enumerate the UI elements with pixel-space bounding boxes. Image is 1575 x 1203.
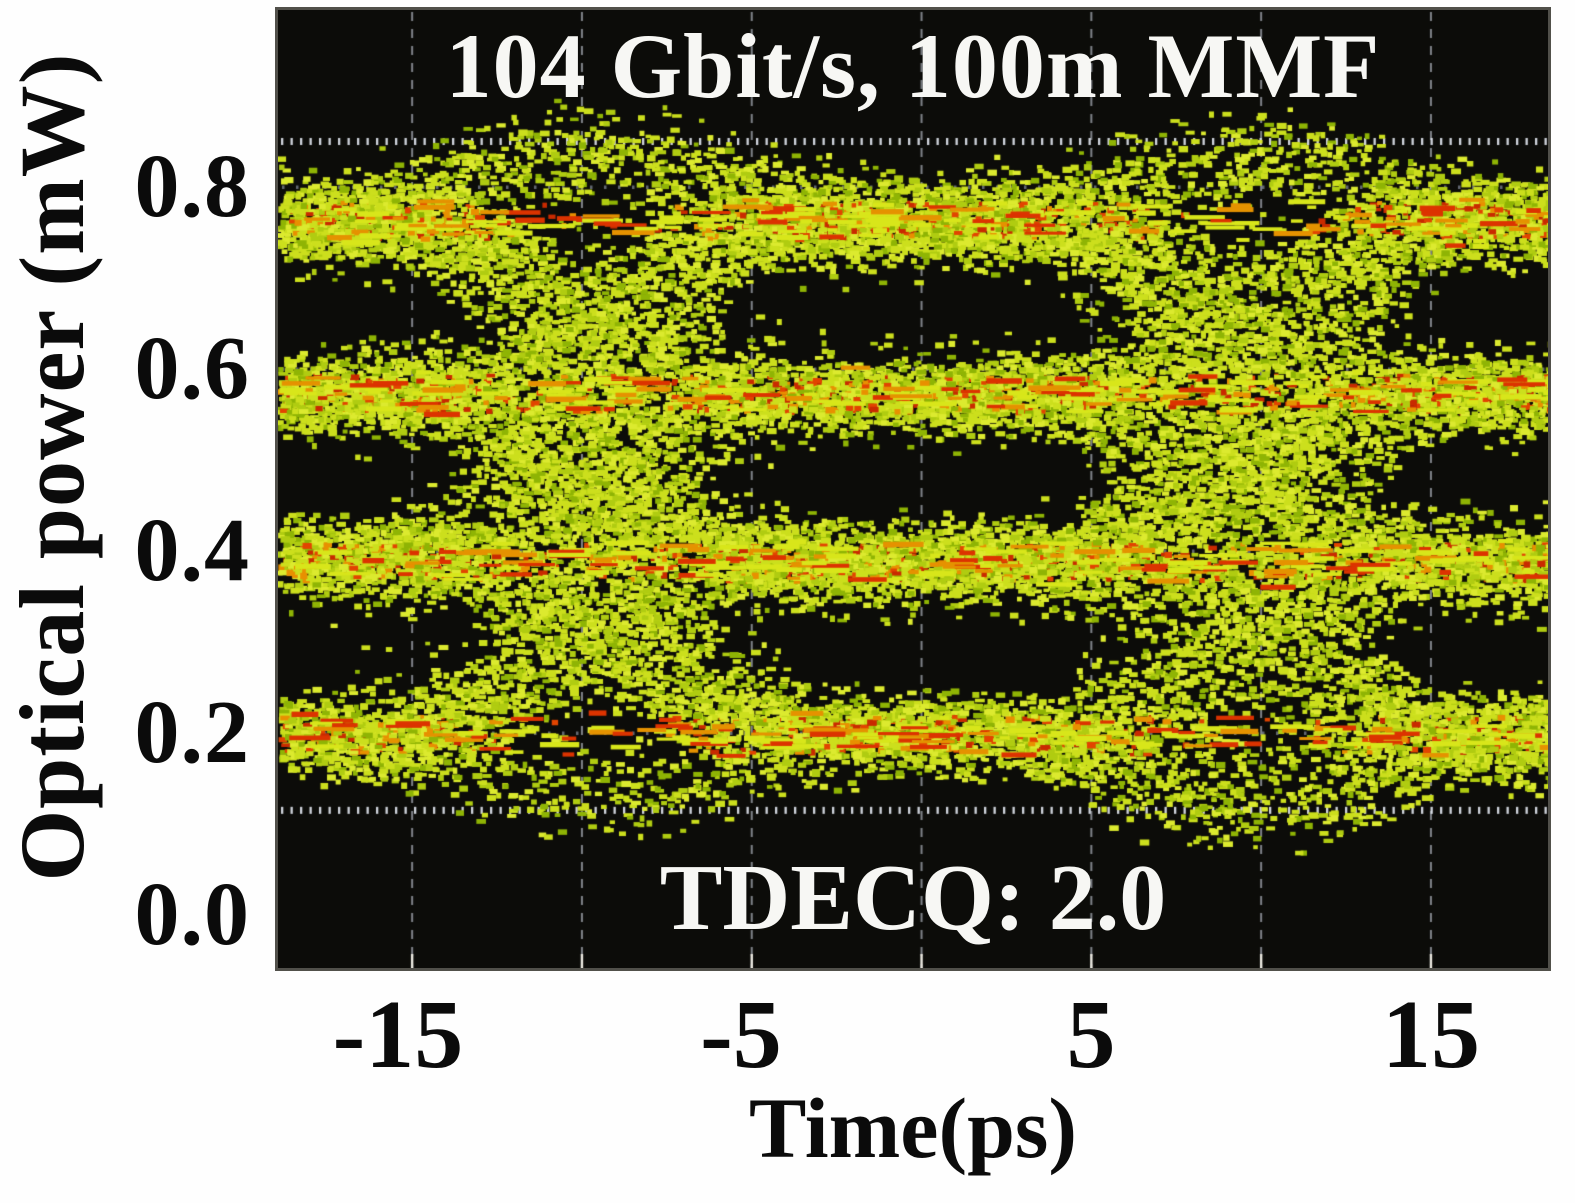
chart-title: 104 Gbit/s, 100m MMF [445,15,1381,117]
x-tick-label: -5 [700,981,782,1089]
plot-area: 104 Gbit/s, 100m MMF TDECQ: 2.0 [275,7,1551,971]
x-tick-label: -15 [332,981,464,1089]
x-tick-label: 15 [1382,981,1480,1089]
y-tick-label: 0.6 [134,319,250,418]
y-tick-label: 0.8 [134,137,250,236]
x-axis-title: Time(ps) [748,1080,1078,1176]
eye-diagram-canvas [278,10,1548,968]
x-tick-label: 5 [1066,981,1116,1089]
y-tick-label: 0.2 [134,683,250,782]
y-tick-label: 0.0 [134,865,250,964]
tdecq-annotation: TDECQ: 2.0 [659,846,1167,950]
y-tick-label: 0.4 [134,501,250,600]
